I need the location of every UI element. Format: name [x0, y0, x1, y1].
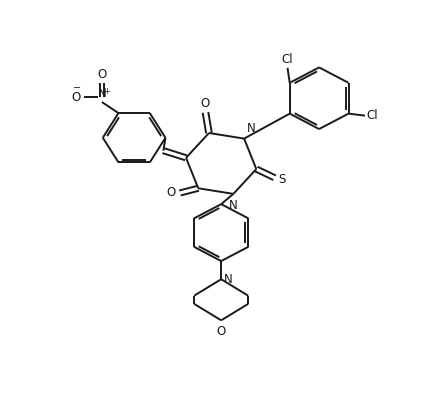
- Text: O: O: [216, 325, 226, 338]
- Text: +: +: [103, 87, 110, 96]
- Text: O: O: [166, 187, 176, 199]
- Text: N: N: [98, 88, 106, 100]
- Text: O: O: [97, 68, 106, 81]
- Text: N: N: [224, 273, 233, 286]
- Text: O: O: [71, 91, 80, 104]
- Text: Cl: Cl: [282, 53, 293, 66]
- Text: N: N: [229, 199, 238, 212]
- Text: N: N: [247, 122, 255, 135]
- Text: −: −: [73, 82, 81, 93]
- Text: S: S: [278, 173, 286, 186]
- Text: Cl: Cl: [367, 109, 378, 122]
- Text: O: O: [201, 98, 210, 111]
